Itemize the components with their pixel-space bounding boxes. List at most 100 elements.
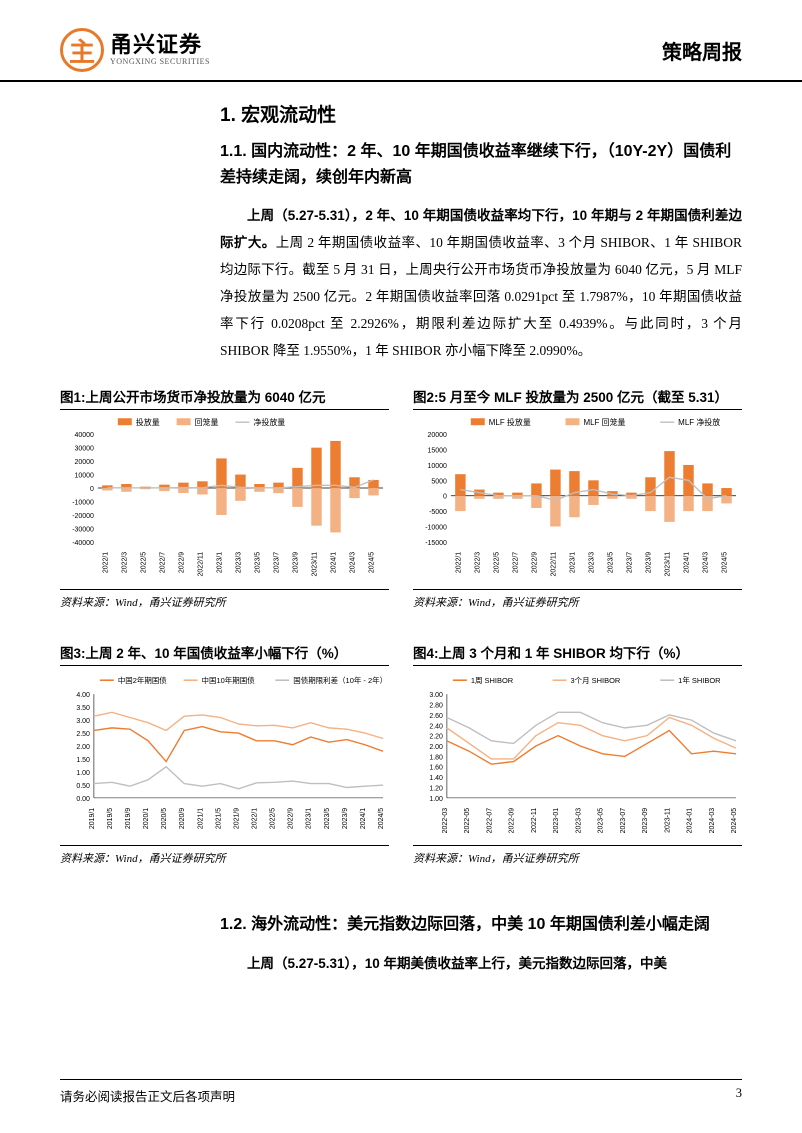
svg-text:2023-03: 2023-03 xyxy=(575,808,582,834)
logo-icon: 主 xyxy=(60,28,104,72)
svg-text:2022/1: 2022/1 xyxy=(102,552,109,573)
chart-2-cell: 图2:5 月至今 MLF 投放量为 2500 亿元（截至 5.31） -1500… xyxy=(413,386,742,610)
chart-2: -15000-10000-500005000100001500020000202… xyxy=(413,414,742,582)
chart-1-cell: 图1:上周公开市场货币净投放量为 6040 亿元 -40000-30000-20… xyxy=(60,386,389,610)
content: 1. 宏观流动性 1.1. 国内流动性：2 年、10 年期国债收益率继续下行，（… xyxy=(0,82,802,364)
svg-text:2023/9: 2023/9 xyxy=(292,552,299,573)
svg-text:-10000: -10000 xyxy=(72,500,94,507)
svg-text:2023-01: 2023-01 xyxy=(553,808,560,834)
page-number: 3 xyxy=(736,1086,742,1105)
svg-text:2022-11: 2022-11 xyxy=(531,808,538,833)
svg-text:2.00: 2.00 xyxy=(76,744,90,751)
chart-3: 0.000.501.001.502.002.503.003.504.002019… xyxy=(60,670,389,838)
svg-text:2.60: 2.60 xyxy=(429,713,443,720)
svg-text:2022/3: 2022/3 xyxy=(121,552,128,573)
svg-text:1周 SHIBOR: 1周 SHIBOR xyxy=(471,676,514,685)
svg-text:2022-09: 2022-09 xyxy=(509,808,516,834)
svg-text:2022/11: 2022/11 xyxy=(197,552,204,577)
svg-text:3.50: 3.50 xyxy=(76,705,90,712)
page-header: 主 甬兴证券 YONGXING SECURITIES 策略周报 xyxy=(0,0,802,82)
svg-text:2019/9: 2019/9 xyxy=(125,808,132,829)
svg-text:10000: 10000 xyxy=(75,473,95,480)
svg-text:2022/9: 2022/9 xyxy=(288,808,295,829)
chart-1: -40000-30000-20000-100000100002000030000… xyxy=(60,414,389,582)
svg-text:2023-05: 2023-05 xyxy=(598,808,605,834)
footer-disclaimer: 请务必阅读报告正文后各项声明 xyxy=(60,1086,235,1105)
section-1-2: 1.2. 海外流动性：美元指数边际回落，中美 10 年期国债利差小幅走阔 上周（… xyxy=(0,894,802,977)
section-1-1-para: 上周（5.27-5.31），2 年、10 年期国债收益率均下行，10 年期与 2… xyxy=(220,202,742,364)
svg-text:2023-11: 2023-11 xyxy=(664,808,671,833)
svg-text:2019/5: 2019/5 xyxy=(107,808,114,829)
svg-text:0: 0 xyxy=(90,486,94,493)
svg-text:2024/5: 2024/5 xyxy=(378,808,385,829)
footer: 请务必阅读报告正文后各项声明 3 xyxy=(60,1079,742,1105)
chart-2-title: 图2:5 月至今 MLF 投放量为 2500 亿元（截至 5.31） xyxy=(413,386,742,410)
svg-text:2.50: 2.50 xyxy=(76,731,90,738)
section-1-1-title: 1.1. 国内流动性：2 年、10 年期国债收益率继续下行，（10Y-2Y）国债… xyxy=(220,139,742,190)
svg-text:20000: 20000 xyxy=(428,432,448,439)
svg-text:2023-07: 2023-07 xyxy=(620,808,627,834)
svg-text:2022/9: 2022/9 xyxy=(531,552,538,573)
svg-text:1.50: 1.50 xyxy=(76,757,90,764)
svg-text:MLF 回笼量: MLF 回笼量 xyxy=(583,417,625,427)
svg-text:2024-01: 2024-01 xyxy=(687,808,694,834)
svg-text:1.00: 1.00 xyxy=(429,796,443,803)
svg-text:0.50: 0.50 xyxy=(76,783,90,790)
charts-row-2: 图3:上周 2 年、10 年国债收益率小幅下行（%） 0.000.501.001… xyxy=(0,642,802,866)
svg-text:2022/1: 2022/1 xyxy=(252,808,259,829)
chart-4: 1.001.201.401.601.802.002.202.402.602.80… xyxy=(413,670,742,838)
svg-text:MLF 投放量: MLF 投放量 xyxy=(489,417,531,427)
svg-text:2023/9: 2023/9 xyxy=(342,808,349,829)
svg-text:40000: 40000 xyxy=(75,432,95,439)
section-1-title: 1. 宏观流动性 xyxy=(220,100,742,127)
svg-text:2022/5: 2022/5 xyxy=(493,552,500,573)
svg-text:净投放量: 净投放量 xyxy=(253,417,285,427)
svg-text:2024/1: 2024/1 xyxy=(330,552,337,573)
svg-text:2020/9: 2020/9 xyxy=(179,808,186,829)
svg-text:MLF 净投放: MLF 净投放 xyxy=(678,417,720,427)
svg-text:中国2年期国债: 中国2年期国债 xyxy=(118,675,167,685)
svg-text:1.40: 1.40 xyxy=(429,775,443,782)
svg-text:-20000: -20000 xyxy=(72,513,94,520)
svg-text:2.20: 2.20 xyxy=(429,734,443,741)
svg-text:2023/5: 2023/5 xyxy=(324,808,331,829)
header-title: 策略周报 xyxy=(662,36,742,65)
chart-1-source: 资料来源：Wind，甬兴证券研究所 xyxy=(60,589,389,610)
svg-text:2024/5: 2024/5 xyxy=(369,552,376,573)
svg-text:国债期限利差（10年 - 2年）: 国债期限利差（10年 - 2年） xyxy=(293,675,387,685)
chart-4-source: 资料来源：Wind，甬兴证券研究所 xyxy=(413,845,742,866)
svg-text:2024-05: 2024-05 xyxy=(731,808,738,834)
svg-text:2023/11: 2023/11 xyxy=(664,552,671,577)
svg-text:3.00: 3.00 xyxy=(429,692,443,699)
logo-en: YONGXING SECURITIES xyxy=(110,58,210,66)
svg-text:2023/3: 2023/3 xyxy=(588,552,595,573)
chart-1-title: 图1:上周公开市场货币净投放量为 6040 亿元 xyxy=(60,386,389,410)
svg-text:2.40: 2.40 xyxy=(429,723,443,730)
svg-text:2024/3: 2024/3 xyxy=(703,552,710,573)
svg-text:2022/3: 2022/3 xyxy=(474,552,481,573)
svg-text:2021/1: 2021/1 xyxy=(197,808,204,829)
svg-text:2022/5: 2022/5 xyxy=(140,552,147,573)
chart-3-source: 资料来源：Wind，甬兴证券研究所 xyxy=(60,845,389,866)
svg-text:30000: 30000 xyxy=(75,446,95,453)
svg-text:10000: 10000 xyxy=(428,463,448,470)
bold-lead-2: 上周（5.27-5.31），10 年期美债收益率上行，美元指数边际回落，中美 xyxy=(247,956,667,971)
svg-text:投放量: 投放量 xyxy=(136,417,160,427)
svg-text:-5000: -5000 xyxy=(429,509,447,516)
chart-3-cell: 图3:上周 2 年、10 年国债收益率小幅下行（%） 0.000.501.001… xyxy=(60,642,389,866)
svg-text:2023-09: 2023-09 xyxy=(642,808,649,834)
svg-text:2023/7: 2023/7 xyxy=(626,552,633,573)
svg-text:2022/7: 2022/7 xyxy=(159,552,166,573)
svg-text:2022/9: 2022/9 xyxy=(178,552,185,573)
svg-text:3个月 SHIBOR: 3个月 SHIBOR xyxy=(571,676,621,685)
svg-text:2.80: 2.80 xyxy=(429,703,443,710)
svg-text:1.60: 1.60 xyxy=(429,765,443,772)
svg-text:回笼量: 回笼量 xyxy=(195,417,219,427)
svg-text:-15000: -15000 xyxy=(425,540,447,547)
chart-4-title: 图4:上周 3 个月和 1 年 SHIBOR 均下行（%） xyxy=(413,642,742,666)
svg-text:2023/11: 2023/11 xyxy=(311,552,318,577)
svg-text:3.00: 3.00 xyxy=(76,718,90,725)
svg-text:2021/9: 2021/9 xyxy=(233,808,240,829)
chart-3-title: 图3:上周 2 年、10 年国债收益率小幅下行（%） xyxy=(60,642,389,666)
logo-text: 甬兴证券 YONGXING SECURITIES xyxy=(110,34,210,66)
